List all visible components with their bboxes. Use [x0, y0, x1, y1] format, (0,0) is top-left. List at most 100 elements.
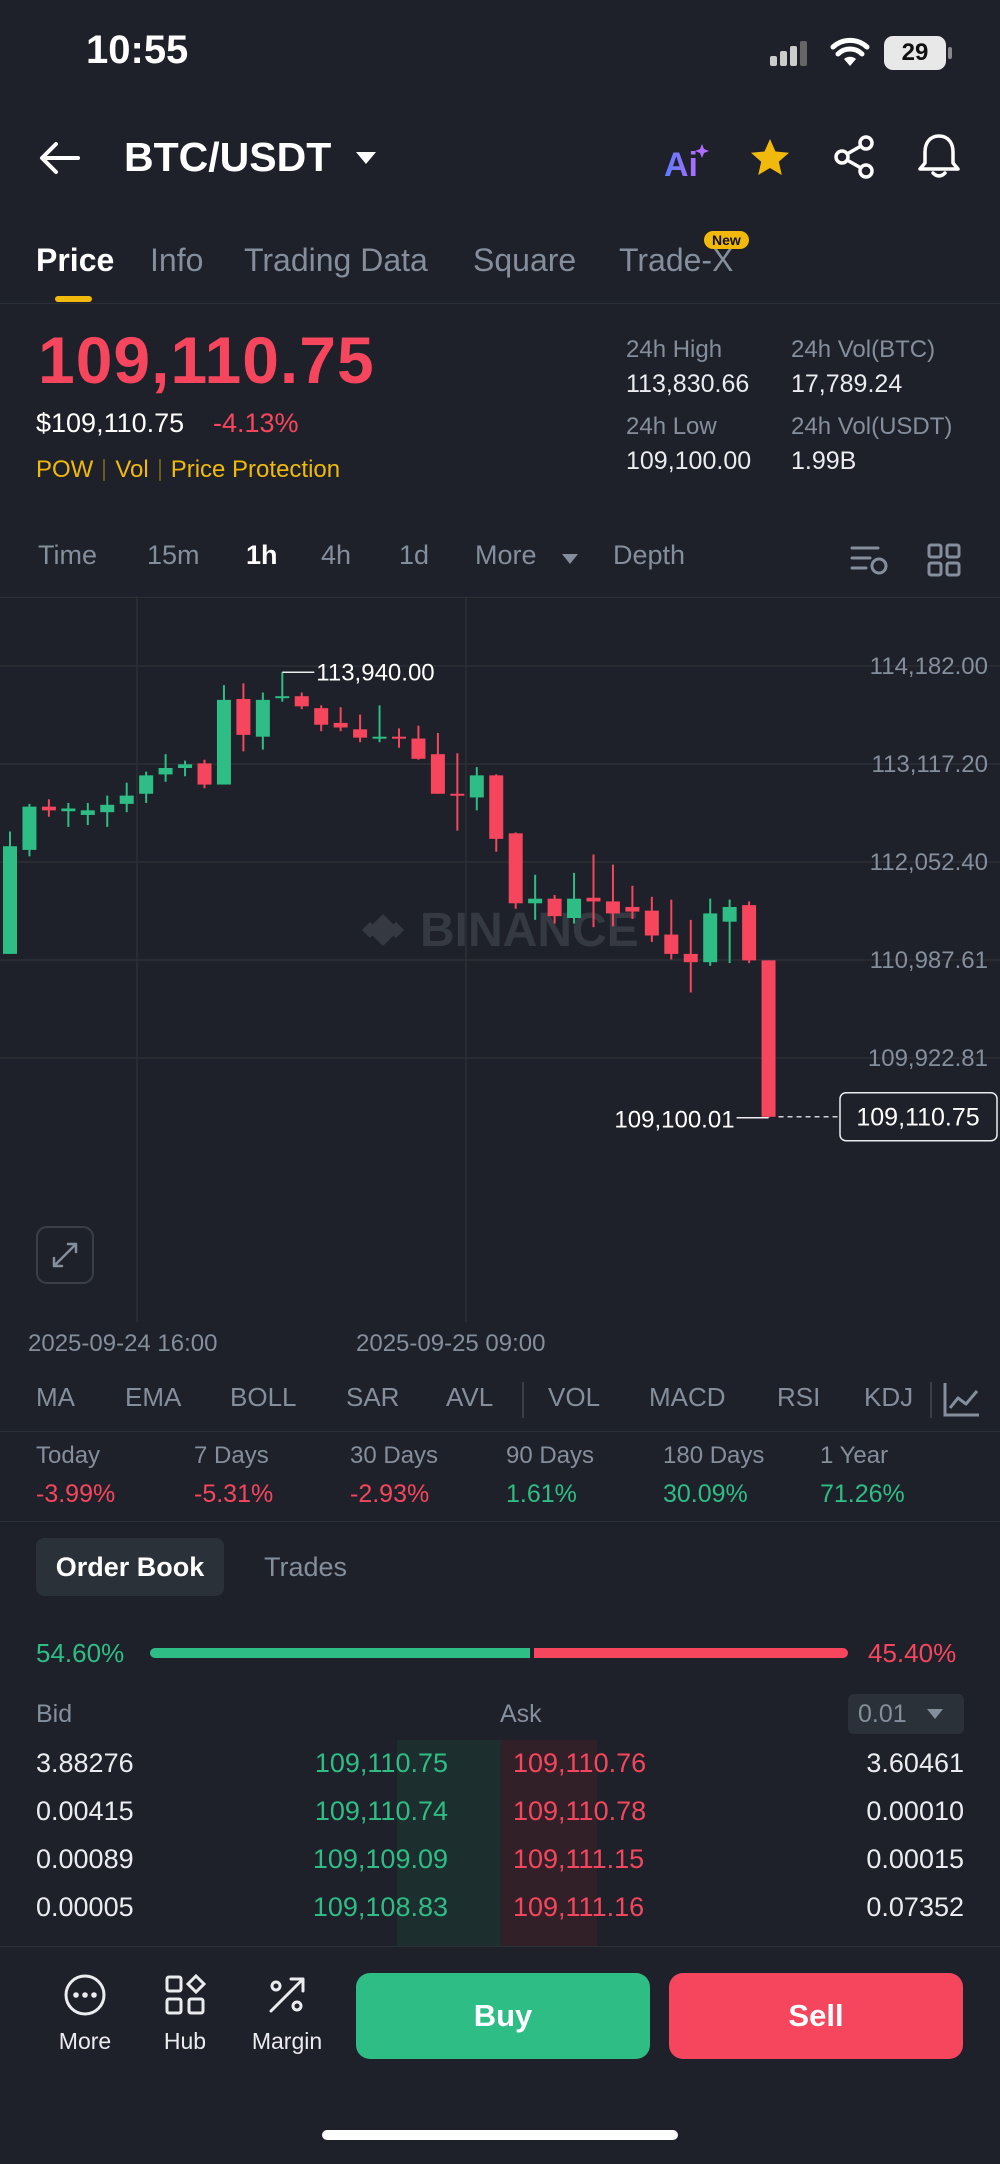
interval-1h[interactable]: 1h	[246, 540, 278, 570]
candle-body	[22, 806, 37, 850]
high-value: 113,830.66	[626, 370, 750, 398]
candle	[197, 759, 212, 789]
indicator-boll[interactable]: BOLL	[230, 1382, 297, 1412]
favorite-star-icon[interactable]	[748, 136, 792, 180]
more-button[interactable]: More	[40, 1973, 130, 2055]
perf-label-7d: 7 Days	[194, 1442, 269, 1469]
candle-body	[119, 795, 134, 804]
indicator-ema[interactable]: EMA	[125, 1382, 182, 1412]
pair-title[interactable]: BTC/USDT	[124, 134, 332, 180]
indicator-divider	[522, 1382, 524, 1418]
candle	[625, 885, 640, 919]
indicator-rsi[interactable]: RSI	[777, 1382, 821, 1412]
candle-body	[372, 736, 387, 739]
candle-body	[508, 833, 523, 904]
candle-body	[489, 775, 504, 839]
candle-body	[178, 764, 193, 768]
order-book-rows: 3.88276 109,110.75 109,110.76 3.60461 0.0041…	[0, 1740, 1000, 1946]
high-marker-label: 113,940.00	[316, 659, 434, 686]
sell-button[interactable]: Sell	[669, 1973, 963, 2059]
order-book-row[interactable]: 0.00005 109,108.83 109,111.16 0.07352	[0, 1884, 1000, 1932]
margin-button[interactable]: Margin	[242, 1973, 332, 2055]
margin-percent-icon	[269, 1977, 305, 2013]
indicator-sar[interactable]: SAR	[346, 1382, 400, 1412]
candle-body	[528, 898, 543, 904]
candle	[333, 707, 348, 732]
candle	[392, 728, 406, 748]
notification-bell-icon[interactable]	[916, 132, 962, 180]
candle	[703, 898, 718, 966]
tag-pow[interactable]: POW	[36, 456, 94, 483]
indicator-chart-icon[interactable]	[942, 1380, 982, 1418]
candle-body	[703, 913, 718, 963]
more-label: More	[58, 2028, 112, 2054]
interval-4h[interactable]: 4h	[321, 540, 352, 570]
tab-trading-data[interactable]: Trading Data	[244, 242, 428, 278]
candle-body	[41, 806, 56, 811]
chevron-down-icon[interactable]	[354, 150, 378, 166]
performance-row: Today -3.99% 7 Days -5.31% 30 Days -2.93…	[0, 1442, 1000, 1522]
candle-body	[333, 722, 348, 728]
wifi-icon	[830, 37, 870, 66]
order-book-row[interactable]: 3.88276 109,110.75 109,110.76 3.60461	[0, 1740, 1000, 1788]
candle	[314, 705, 329, 732]
candle-body	[586, 897, 601, 902]
home-indicator[interactable]	[322, 2130, 678, 2140]
ask-ratio: 45.40%	[868, 1638, 957, 1668]
hub-button[interactable]: Hub	[140, 1973, 230, 2055]
buy-button[interactable]: Buy	[356, 1973, 650, 2059]
indicator-vol[interactable]: VOL	[548, 1382, 601, 1412]
tag-vol[interactable]: Vol	[115, 456, 149, 483]
indicator-avl[interactable]: AVL	[446, 1382, 494, 1412]
bid-quantity: 0.00089	[36, 1844, 134, 1874]
current-price-tag	[839, 1091, 998, 1142]
interval-depth[interactable]: Depth	[613, 540, 686, 570]
share-icon[interactable]	[832, 134, 878, 180]
order-book-row[interactable]: 0.00089 109,109.09 109,111.15 0.00015	[0, 1836, 1000, 1884]
vol-btc-value: 17,789.24	[791, 370, 903, 398]
fullscreen-icon[interactable]	[36, 1226, 94, 1284]
ask-quantity: 0.07352	[866, 1892, 964, 1922]
indicator-bar: MA EMA BOLL SAR AVL VOL MACD RSI KDJ	[0, 1376, 1000, 1432]
candle-body	[430, 754, 445, 794]
interval-15m[interactable]: 15m	[147, 540, 200, 570]
order-book-row[interactable]: 0.00415 109,110.74 109,110.78 0.00010	[0, 1788, 1000, 1836]
candle	[644, 896, 659, 942]
candle	[178, 760, 193, 777]
candle	[508, 832, 523, 909]
candlestick-chart[interactable]: BINANCE 114,182.00 113,117.20 112,052.40 11…	[0, 596, 1000, 1322]
current-price-tag-label: 109,110.75	[856, 1104, 979, 1132]
tab-order-book[interactable]: Order Book	[36, 1538, 224, 1596]
tick-size-select[interactable]: 0.01	[848, 1694, 964, 1734]
tab-price[interactable]: Price	[36, 242, 115, 278]
tab-trades[interactable]: Trades	[264, 1552, 348, 1582]
caret-down-icon[interactable]	[560, 552, 580, 566]
indicator-ma[interactable]: MA	[36, 1382, 75, 1412]
candle-body	[3, 846, 17, 954]
candle-body	[314, 708, 329, 725]
candle	[119, 782, 134, 813]
indicator-macd[interactable]: MACD	[649, 1382, 726, 1412]
status-time: 10:55	[86, 28, 189, 72]
tag-price-protection[interactable]: Price Protection	[170, 456, 341, 483]
candle	[528, 874, 543, 920]
candle-body	[742, 905, 757, 961]
interval-1d[interactable]: 1d	[399, 540, 430, 570]
ai-assistant-icon[interactable]: Ai	[662, 142, 710, 182]
candle-body	[547, 898, 562, 917]
candle-body	[392, 736, 406, 739]
chart-settings-icon[interactable]	[850, 542, 890, 578]
tab-square[interactable]: Square	[473, 242, 577, 278]
interval-time[interactable]: Time	[38, 540, 97, 570]
back-arrow-icon[interactable]	[38, 138, 82, 178]
perf-value-today: -3.99%	[36, 1480, 116, 1508]
candle-body	[450, 793, 465, 796]
candle-body	[275, 696, 290, 699]
interval-more[interactable]: More	[475, 540, 537, 570]
vol-btc-label: 24h Vol(BTC)	[791, 336, 936, 363]
bid-quantity: 3.88276	[36, 1748, 134, 1778]
tab-info[interactable]: Info	[150, 242, 204, 278]
indicator-kdj[interactable]: KDJ	[864, 1382, 914, 1412]
layout-grid-icon[interactable]	[926, 542, 962, 578]
tick-size-value: 0.01	[858, 1700, 907, 1728]
